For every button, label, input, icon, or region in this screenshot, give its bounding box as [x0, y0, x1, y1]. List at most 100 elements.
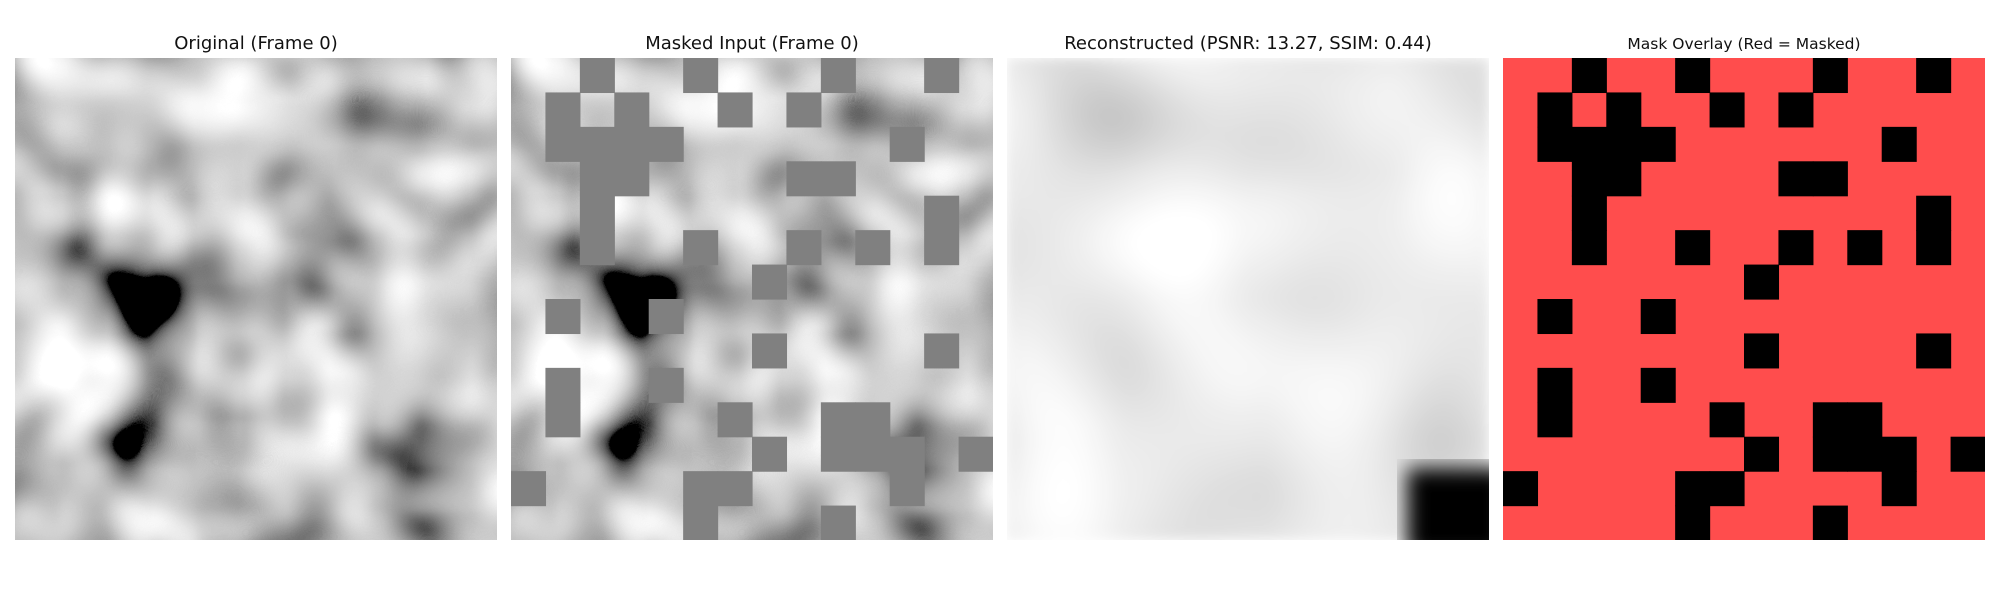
masked-patch	[683, 471, 719, 507]
overlay-patch	[1640, 367, 1676, 403]
overlay-patch	[1812, 58, 1848, 94]
masked-patch	[511, 471, 547, 507]
masked-patch	[820, 58, 856, 94]
overlay-patch	[1916, 58, 1952, 94]
masked-patch	[579, 195, 615, 231]
masked-patch	[717, 92, 753, 128]
overlay-patch	[1571, 126, 1607, 162]
reconstructed-image	[1007, 58, 1489, 540]
overlay-patch	[1847, 230, 1883, 266]
masked-patch	[545, 402, 581, 438]
overlay-patch	[1812, 161, 1848, 197]
overlay-patch	[1537, 92, 1573, 128]
panel-title: Masked Input (Frame 0)	[645, 33, 859, 54]
masked-patch	[545, 367, 581, 403]
overlay-patch	[1881, 471, 1917, 507]
overlay-patch	[1503, 471, 1539, 507]
overlay-patch	[1537, 299, 1573, 335]
overlay-patch	[1606, 92, 1642, 128]
overlay-patch	[1571, 161, 1607, 197]
panel-reconstructed: Reconstructed (PSNR: 13.27, SSIM: 0.44)	[1007, 0, 1489, 600]
overlay-patch	[1916, 195, 1952, 231]
masked-patch	[579, 58, 615, 94]
masked-patch	[683, 230, 719, 266]
masked-patch	[545, 92, 581, 128]
overlay-patch	[1675, 58, 1711, 94]
panel-original: Original (Frame 0)	[15, 0, 497, 600]
overlay-patch	[1606, 126, 1642, 162]
overlay-patch	[1571, 58, 1607, 94]
masked-patch	[924, 58, 960, 94]
overlay-patch	[1916, 333, 1952, 369]
masked-patch	[889, 436, 925, 472]
overlay-patch	[1675, 230, 1711, 266]
overlay-patch	[1675, 471, 1711, 507]
overlay-patch	[1640, 299, 1676, 335]
overlay-patch	[1744, 264, 1780, 300]
masked-patch	[855, 436, 891, 472]
overlay-patch	[1812, 505, 1848, 540]
masked-patch	[958, 436, 993, 472]
overlay-patch	[1709, 92, 1745, 128]
masked-patch	[855, 230, 891, 266]
overlay-patch	[1812, 402, 1848, 438]
masked-patch	[614, 161, 650, 197]
masked-input-image	[511, 58, 993, 540]
overlay-patch	[1640, 126, 1676, 162]
overlay-patch	[1571, 230, 1607, 266]
overlay-patch	[1847, 436, 1883, 472]
overlay-patch	[1709, 402, 1745, 438]
panel-title: Reconstructed (PSNR: 13.27, SSIM: 0.44)	[1064, 33, 1432, 54]
overlay-patch	[1744, 436, 1780, 472]
overlay-patch	[1778, 161, 1814, 197]
masked-patch	[648, 367, 684, 403]
overlay-patch	[1606, 161, 1642, 197]
masked-patch	[752, 333, 788, 369]
overlay-patch	[1812, 436, 1848, 472]
overlay-patch	[1950, 436, 1985, 472]
overlay-patch	[1881, 436, 1917, 472]
overlay-patch	[1778, 92, 1814, 128]
masked-patch	[545, 299, 581, 335]
masked-patch	[855, 402, 891, 438]
masked-patch	[924, 333, 960, 369]
original-image	[15, 58, 497, 540]
masked-patch	[717, 471, 753, 507]
panel-title: Mask Overlay (Red = Masked)	[1627, 35, 1861, 53]
masked-patch	[579, 126, 615, 162]
overlay-patch	[1778, 230, 1814, 266]
masked-patch	[579, 230, 615, 266]
masked-patch	[924, 195, 960, 231]
overlay-patch	[1537, 367, 1573, 403]
panel-title: Original (Frame 0)	[174, 33, 338, 54]
masked-patch	[579, 161, 615, 197]
mask-overlay-image	[1503, 58, 1985, 540]
overlay-patch	[1537, 402, 1573, 438]
masked-patch	[717, 402, 753, 438]
masked-patch	[820, 161, 856, 197]
overlay-patch	[1537, 126, 1573, 162]
masked-patch	[889, 471, 925, 507]
masked-patch	[683, 505, 719, 540]
masked-patch	[786, 92, 822, 128]
overlay-patch	[1571, 195, 1607, 231]
masked-patch	[648, 299, 684, 335]
panel-masked-input: Masked Input (Frame 0)	[511, 0, 993, 600]
masked-patch	[786, 161, 822, 197]
overlay-patch	[1847, 402, 1883, 438]
masked-patch	[820, 436, 856, 472]
masked-patch	[924, 230, 960, 266]
masked-patch	[889, 126, 925, 162]
overlay-patch	[1881, 126, 1917, 162]
overlay-patch	[1744, 333, 1780, 369]
overlay-patch	[1675, 505, 1711, 540]
masked-patch	[614, 92, 650, 128]
masked-patch	[545, 126, 581, 162]
overlay-patch	[1709, 471, 1745, 507]
masked-patch	[820, 402, 856, 438]
masked-patch	[752, 264, 788, 300]
panel-mask-overlay: Mask Overlay (Red = Masked)	[1503, 0, 1985, 600]
masked-patch	[752, 436, 788, 472]
masked-patch	[614, 126, 650, 162]
masked-patch	[820, 505, 856, 540]
